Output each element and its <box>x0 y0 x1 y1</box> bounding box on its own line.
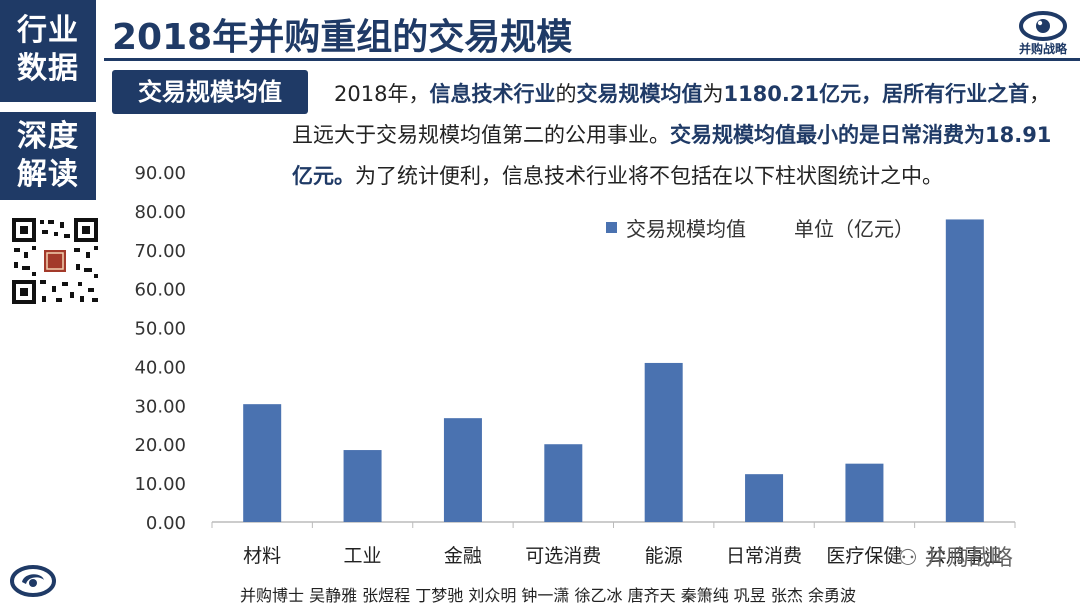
desc-highlight: 1180.21亿元，居所有行业之首 <box>723 82 1030 106</box>
brand-swirl-icon <box>10 565 56 597</box>
sidebar-line: 行业 <box>17 13 79 48</box>
x-category-label: 公用事业 <box>927 545 1003 567</box>
desc-highlight: 交易规模均值最小的是日常消费为18.91亿元。 <box>292 123 1052 188</box>
bar <box>544 444 583 522</box>
description-text: 2018年，信息技术行业的交易规模均值为1180.21亿元，居所有行业之首，且远… <box>292 74 1064 197</box>
bar <box>343 450 382 522</box>
y-tick-label: 30.00 <box>134 396 186 417</box>
bar-chart: 0.00 10.00 20.00 30.00 40.00 50.00 60.00 70.00 8… <box>134 163 1016 567</box>
desc-highlight: 交易规模均值 <box>576 82 703 106</box>
y-tick-label: 10.00 <box>134 474 186 495</box>
sidebar-line: 数据 <box>17 51 79 86</box>
x-category-label: 能源 <box>645 545 683 567</box>
y-tick-label: 40.00 <box>134 357 186 378</box>
header-divider <box>104 58 1080 61</box>
qr-code-icon <box>10 216 100 306</box>
x-category-label: 材料 <box>243 545 281 567</box>
x-category-label: 工业 <box>344 545 382 567</box>
watermark-text: 并购战略 <box>924 546 1013 571</box>
bar <box>443 418 482 522</box>
y-tick-label: 70.00 <box>134 241 186 262</box>
sidebar: 行业 数据 深度 解读 <box>0 0 104 608</box>
y-tick-label: 50.00 <box>134 319 186 340</box>
y-tick-label: 90.00 <box>134 163 186 184</box>
brand-name: 并购战略 <box>1018 42 1067 56</box>
wechat-icon: ⚇ <box>898 546 925 571</box>
bar <box>845 463 884 522</box>
author-credits: 并购博士 吴静雅 张煜程 丁梦驰 刘众明 钟一潇 徐乙冰 唐齐天 秦箫纯 巩昱 … <box>240 586 856 605</box>
legend-swatch <box>606 222 617 233</box>
x-category-label: 可选消费 <box>525 545 601 567</box>
x-category-label: 日常消费 <box>726 545 802 567</box>
sidebar-line: 深度 <box>17 119 79 154</box>
y-tick-label: 60.00 <box>134 280 186 301</box>
x-category-label: 医疗保健 <box>826 545 902 567</box>
desc-part: ，且远大于交易规模均值第二的公用事业。 <box>292 82 1051 147</box>
bar <box>243 404 282 522</box>
sidebar-line: 解读 <box>17 157 79 192</box>
desc-part: 为了统计便利，信息技术行业将不包括在以下柱状图统计之中。 <box>355 164 943 188</box>
sidebar-deep-analysis[interactable]: 深度 解读 <box>0 112 96 200</box>
desc-part: 为 <box>702 82 724 106</box>
legend-unit: 单位（亿元） <box>794 217 914 241</box>
page-title: 2018年并购重组的交易规模 <box>112 17 573 58</box>
desc-part: 的 <box>555 82 577 106</box>
desc-highlight: 信息技术行业 <box>429 82 556 106</box>
y-tick-label: 80.00 <box>134 202 186 223</box>
x-category-label: 金融 <box>444 545 482 567</box>
y-tick-label: 20.00 <box>134 435 186 456</box>
bar <box>945 219 984 522</box>
wechat-watermark: ⚇ 并购战略 <box>898 540 1013 572</box>
desc-part: 2018年， <box>334 82 430 106</box>
bar <box>644 362 683 522</box>
sidebar-industry-data[interactable]: 行业 数据 <box>0 0 96 102</box>
eye-logo-icon <box>1019 11 1067 41</box>
legend-label: 交易规模均值 <box>626 217 746 241</box>
section-subtitle: 交易规模均值 <box>112 70 308 114</box>
y-tick-label: 0.00 <box>146 513 186 534</box>
bar <box>745 474 784 522</box>
